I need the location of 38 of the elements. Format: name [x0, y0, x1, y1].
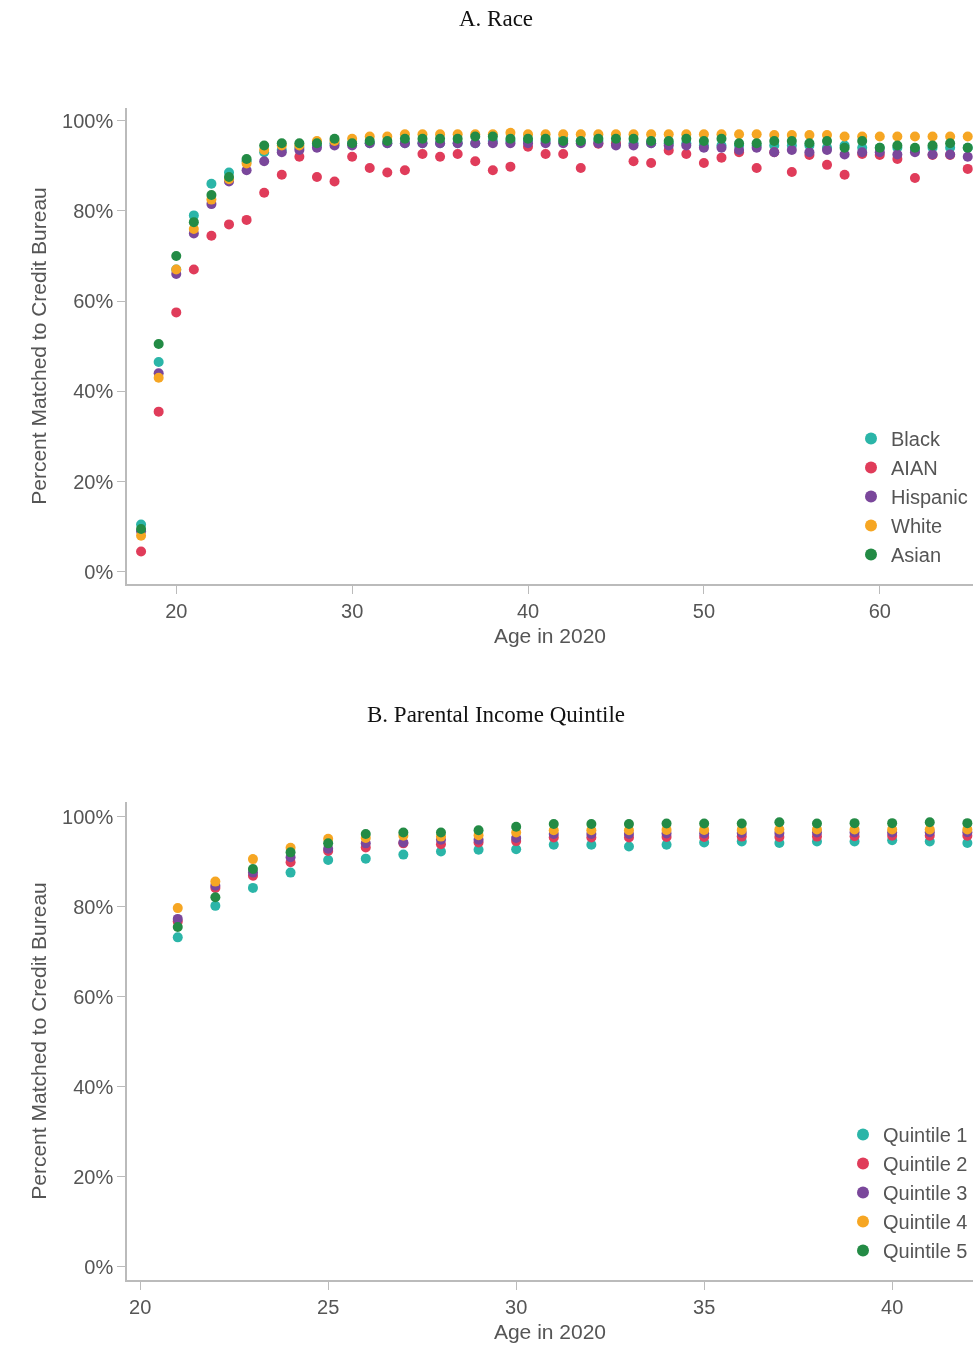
x-tick-label: 35	[693, 1295, 716, 1318]
y-axis-title: Percent Matched to Credit Bureau	[26, 187, 50, 505]
y-tick-label: 80%	[73, 895, 114, 918]
legend-label: Quintile 3	[883, 1182, 968, 1205]
legend-label: Quintile 2	[883, 1153, 968, 1176]
x-tick-label: 30	[505, 1295, 528, 1318]
legend-label: Quintile 1	[883, 1124, 968, 1147]
legend-label: Quintile 4	[883, 1211, 968, 1234]
y-tick-label: 80%	[73, 199, 114, 222]
x-tick-label: 20	[129, 1295, 152, 1318]
legend-label: Hispanic	[891, 486, 968, 509]
chart-title: A. Race	[459, 6, 534, 31]
legend-label: White	[891, 515, 943, 538]
y-tick-label: 60%	[73, 290, 114, 313]
y-tick-label: 100%	[62, 805, 114, 828]
y-tick-label: 60%	[73, 985, 114, 1008]
x-tick-label: 40	[881, 1295, 904, 1318]
legend-label: Quintile 5	[883, 1240, 968, 1263]
y-tick-label: 20%	[73, 470, 114, 493]
x-tick-label: 50	[692, 599, 716, 622]
legend-label: Black	[891, 428, 941, 451]
x-tick-label: 20	[165, 599, 188, 622]
y-tick-label: 20%	[73, 1165, 114, 1188]
y-axis-title: Percent Matched to Credit Bureau	[26, 882, 50, 1200]
y-tick-label: 40%	[73, 380, 114, 403]
x-axis-title: Age in 2020	[493, 1320, 607, 1344]
y-tick-label: 0%	[84, 1255, 114, 1278]
x-tick-label: 30	[341, 599, 364, 622]
x-tick-label: 40	[516, 599, 540, 622]
y-tick-label: 40%	[73, 1075, 114, 1098]
x-axis-title: Age in 2020	[493, 624, 607, 648]
chart-title: B. Parental Income Quintile	[367, 702, 626, 727]
x-tick-label: 25	[317, 1295, 340, 1318]
legend-label: Asian	[891, 544, 942, 567]
y-tick-label: 100%	[62, 109, 114, 132]
y-tick-label: 0%	[84, 560, 114, 583]
x-tick-label: 60	[868, 599, 891, 622]
legend-label: AIAN	[891, 457, 938, 480]
